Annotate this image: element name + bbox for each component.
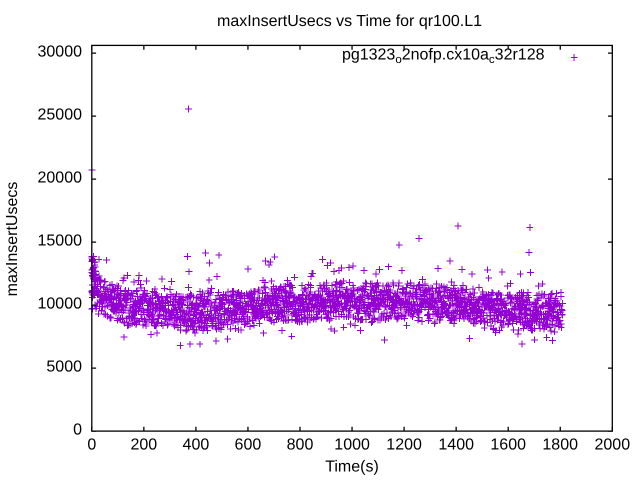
svg-text:5000: 5000	[46, 359, 82, 376]
svg-text:1200: 1200	[386, 437, 422, 454]
svg-text:pg1323o2nofp.cx10ac32r128: pg1323o2nofp.cx10ac32r128	[342, 47, 545, 66]
svg-text:0: 0	[87, 437, 96, 454]
svg-text:15000: 15000	[38, 233, 83, 250]
svg-text:400: 400	[183, 437, 210, 454]
svg-text:maxInsertUsecs: maxInsertUsecs	[4, 182, 21, 297]
svg-text:200: 200	[130, 437, 157, 454]
svg-text:maxInsertUsecs vs Time for qr1: maxInsertUsecs vs Time for qr100.L1	[217, 13, 482, 30]
svg-text:20000: 20000	[38, 170, 83, 187]
svg-text:10000: 10000	[38, 296, 83, 313]
svg-text:25000: 25000	[38, 107, 83, 124]
svg-text:Time(s): Time(s)	[325, 458, 379, 475]
svg-text:800: 800	[287, 437, 314, 454]
svg-text:2000: 2000	[595, 437, 631, 454]
svg-text:30000: 30000	[38, 44, 83, 61]
svg-text:1600: 1600	[490, 437, 526, 454]
svg-text:600: 600	[235, 437, 262, 454]
svg-text:1800: 1800	[542, 437, 578, 454]
svg-text:1000: 1000	[334, 437, 370, 454]
svg-text:1400: 1400	[438, 437, 474, 454]
svg-text:0: 0	[73, 422, 82, 439]
